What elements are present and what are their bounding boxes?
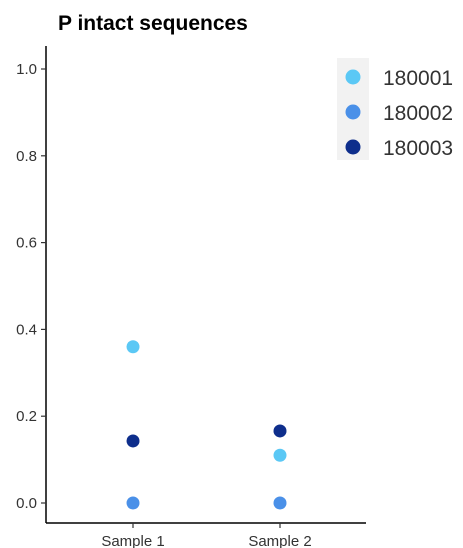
data-point-180003-2 xyxy=(274,424,287,437)
axes xyxy=(46,46,366,523)
x-tick-label: Sample 2 xyxy=(248,533,311,548)
legend-key-180002 xyxy=(346,105,361,120)
x-tick-label: Sample 1 xyxy=(101,533,164,548)
data-point-180001-2 xyxy=(274,449,287,462)
y-tick-label: 0.0 xyxy=(16,495,37,512)
legend-label: 180001 xyxy=(383,67,453,90)
data-point-180001-1 xyxy=(127,340,140,353)
y-tick-label: 0.4 xyxy=(16,321,37,338)
legend-key-180001 xyxy=(346,70,361,85)
y-tick-label: 0.8 xyxy=(16,148,37,165)
y-tick-label: 0.6 xyxy=(16,235,37,252)
data-point-180003-1 xyxy=(127,434,140,447)
data-point-180002-1 xyxy=(127,497,140,510)
chart-title: P intact sequences xyxy=(58,12,248,35)
y-ticks: 0.0 0.2 0.4 0.6 0.8 1.0 xyxy=(16,61,46,512)
y-tick-label: 1.0 xyxy=(16,61,37,78)
legend: 180001 180002 180003 xyxy=(337,58,453,160)
legend-label: 180003 xyxy=(383,137,453,160)
legend-label: 180002 xyxy=(383,102,453,125)
legend-key-180003 xyxy=(346,140,361,155)
data-point-180002-2 xyxy=(274,497,287,510)
x-ticks: Sample 1 Sample 2 xyxy=(101,523,311,548)
y-tick-label: 0.2 xyxy=(16,408,37,425)
data-points xyxy=(127,340,287,509)
